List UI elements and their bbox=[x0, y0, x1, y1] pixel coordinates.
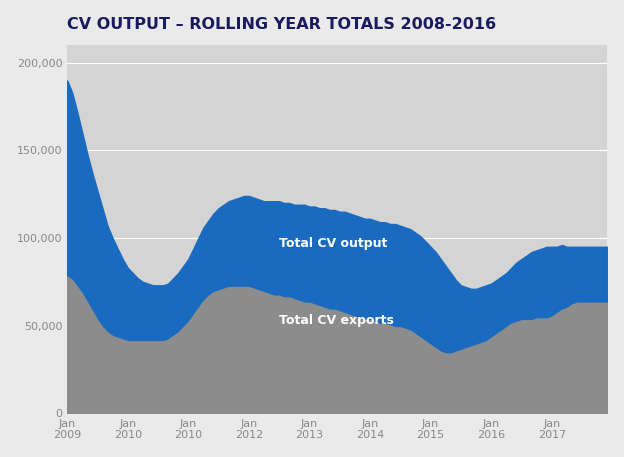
Text: Total CV output: Total CV output bbox=[279, 237, 388, 250]
Text: CV OUTPUT – ROLLING YEAR TOTALS 2008-2016: CV OUTPUT – ROLLING YEAR TOTALS 2008-201… bbox=[67, 16, 496, 32]
Text: Total CV exports: Total CV exports bbox=[279, 314, 394, 327]
